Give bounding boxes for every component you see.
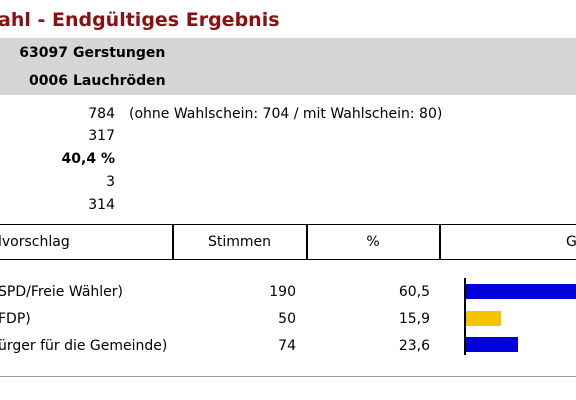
row-percent: 15,9 [398,311,430,327]
bar-chart-axis [464,278,466,355]
row-votes: 50 [278,311,296,327]
result-bar [466,337,518,352]
row-name: SPD/Freie Wähler) [0,284,123,300]
result-bar [466,311,501,326]
district-code: 0006 [29,73,68,89]
district-row: 0006 Lauchröden [0,67,166,95]
table-bottom-divider [0,376,576,377]
municipality-row: 63097 Gerstungen [0,39,165,67]
header-percent: % [366,234,380,250]
header-votes: Stimmen [207,234,272,250]
row-votes: 74 [278,338,296,354]
municipality-code: 63097 [19,45,68,61]
stat-turnout: 40,4 % [61,151,115,167]
row-name: ürger für die Gemeinde) [0,338,168,354]
column-divider [172,225,174,259]
column-divider [306,225,308,259]
stat-invalid-votes: 3 [106,174,115,190]
row-name: FDP) [0,311,31,327]
stat-valid-votes: 314 [88,197,115,213]
row-percent: 60,5 [398,284,430,300]
municipality-name: Gerstungen [73,45,166,61]
column-divider [439,225,441,259]
district-name: Lauchröden [73,73,166,89]
page-title: ahl - Endgültiges Ergebnis [0,9,280,31]
stat-eligible-voters: 784 [88,106,115,122]
header-graphic: G [566,234,576,250]
result-bar [466,284,576,299]
stat-eligible-voters-note: (ohne Wahlschein: 704 / mit Wahlschein: … [129,106,443,122]
results-table-header: lvorschlag Stimmen % G [0,224,576,260]
row-percent: 23,6 [398,338,430,354]
row-votes: 190 [269,284,296,300]
stat-voters: 317 [88,128,115,144]
header-nomination: lvorschlag [0,234,70,250]
district-info-band [0,38,576,95]
